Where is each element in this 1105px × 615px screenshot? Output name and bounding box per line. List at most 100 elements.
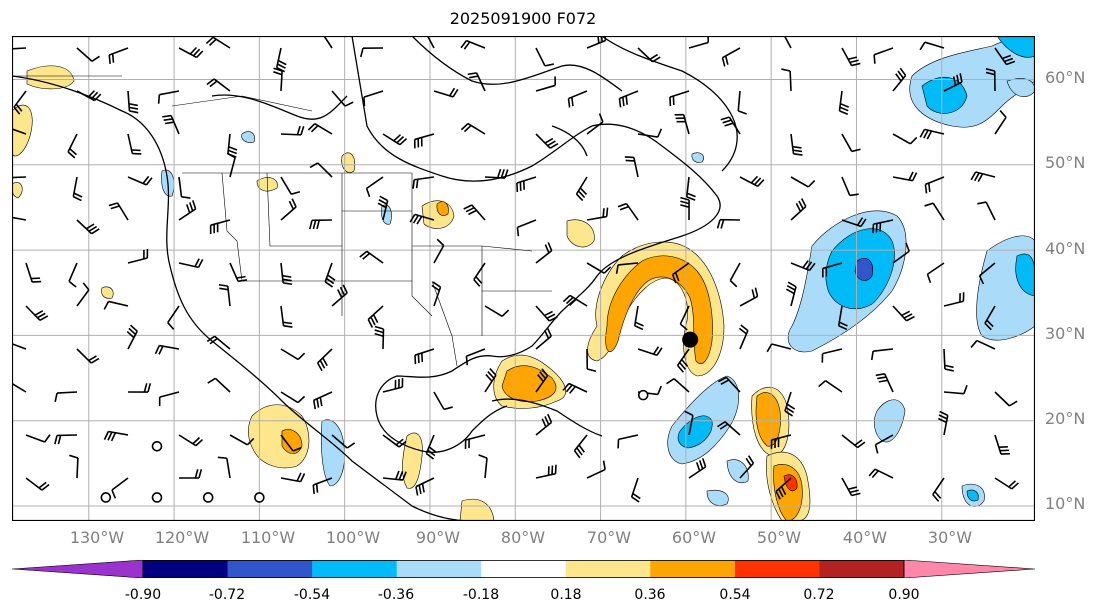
wind-barb — [637, 346, 663, 357]
wind-barb — [516, 219, 537, 237]
wind-barb — [433, 238, 445, 264]
calm-circle — [254, 492, 265, 503]
wind-barb — [412, 176, 435, 189]
wind-barb — [615, 262, 639, 274]
wind-barb — [821, 348, 843, 363]
wind-barb — [68, 262, 78, 288]
wind-barb — [280, 472, 306, 483]
colorbar-label: 0.18 — [550, 587, 582, 603]
wind-barb — [926, 262, 945, 284]
wind-barb — [127, 248, 149, 264]
wind-barb — [312, 391, 333, 410]
wind-barb — [841, 217, 867, 228]
lon-label-130w: 130°W — [69, 528, 125, 547]
wind-barb — [433, 391, 453, 411]
colorbar-segment — [227, 560, 313, 578]
wind-barb — [562, 382, 588, 394]
wind-barb — [76, 219, 100, 235]
wind-barb — [12, 47, 27, 50]
wind-barb — [785, 281, 797, 307]
colorbar-segment — [819, 560, 905, 578]
wind-barb — [562, 294, 588, 307]
wind-barb — [13, 90, 27, 115]
wind-barb — [460, 122, 486, 135]
wind-barb — [280, 348, 306, 361]
calm-circle — [637, 389, 649, 401]
wind-barb — [478, 454, 488, 479]
colorbar-label: -0.90 — [124, 587, 162, 603]
wind-barb — [229, 262, 248, 283]
wind-barb — [108, 202, 129, 221]
wind-barb — [111, 477, 129, 499]
wind-barb — [535, 76, 557, 92]
colorbar-label: 0.90 — [888, 587, 920, 603]
wind-barb — [178, 258, 204, 269]
wind-barb — [567, 90, 588, 108]
wind-barb — [535, 305, 558, 322]
map-canvas — [12, 36, 1035, 521]
wind-barb — [323, 36, 333, 49]
wind-barb — [671, 262, 690, 284]
calm-circles — [100, 389, 649, 503]
wind-barb — [790, 198, 807, 221]
wind-barb — [535, 133, 559, 149]
wind-barb — [872, 219, 894, 234]
wind-barb — [970, 339, 996, 350]
wind-barb — [25, 262, 42, 283]
wind-barb — [312, 477, 333, 495]
colorbar-segment — [396, 560, 482, 578]
wind-barb — [126, 324, 138, 350]
wind-barb — [617, 434, 639, 449]
wind-barb — [484, 368, 497, 393]
lat-label-40n: 40°N — [1045, 239, 1086, 258]
colorbar-label: -0.18 — [462, 587, 500, 603]
wind-barb — [784, 391, 796, 417]
wind-barb — [280, 434, 302, 452]
wind-barb — [103, 430, 129, 442]
wind-barb — [413, 133, 435, 149]
wind-barb — [868, 468, 894, 479]
wind-barb — [739, 287, 759, 307]
wind-barb — [157, 90, 180, 104]
wind-barb — [873, 47, 894, 64]
wind-barb — [209, 219, 231, 235]
wind-barb — [12, 216, 27, 221]
wind-barb — [359, 250, 384, 264]
wind-barb — [841, 176, 859, 197]
wind-barb — [67, 133, 78, 159]
wind-barb — [684, 410, 694, 436]
wind-barb — [790, 133, 803, 156]
wind-barb — [76, 282, 90, 307]
wind-barb — [382, 470, 407, 481]
wind-barb — [892, 133, 918, 145]
wind-barb — [374, 325, 385, 350]
wind-barb — [970, 171, 996, 183]
wind-barb — [919, 128, 945, 140]
wind-barb — [870, 348, 894, 361]
wind-barb — [737, 90, 747, 115]
wind-barb — [158, 391, 180, 407]
wind-barb — [841, 477, 861, 497]
colorbar — [11, 559, 1036, 579]
wind-barb — [12, 128, 27, 135]
wind-barb — [535, 47, 554, 67]
colorbar-canvas — [11, 559, 1036, 579]
wind-barb — [206, 335, 231, 350]
wind-barb — [685, 176, 696, 201]
lat-label-20n: 20°N — [1045, 409, 1086, 428]
wind-barb — [426, 36, 435, 49]
wind-barb — [535, 368, 549, 393]
lat-label-50n: 50°N — [1045, 153, 1086, 172]
wind-barb — [167, 305, 180, 330]
wind-barb — [790, 176, 816, 188]
wind-barb — [716, 218, 741, 229]
shading-layer — [12, 36, 1035, 521]
lon-label-30w: 30°W — [927, 528, 973, 547]
colorbar-label: -0.54 — [293, 587, 331, 603]
lon-label-100w: 100°W — [325, 528, 381, 547]
colorbar-label: 0.36 — [634, 587, 666, 603]
wind-barb — [637, 47, 661, 63]
lon-label-70w: 70°W — [586, 528, 632, 547]
wind-barb — [127, 383, 152, 393]
wind-barb — [363, 90, 384, 107]
